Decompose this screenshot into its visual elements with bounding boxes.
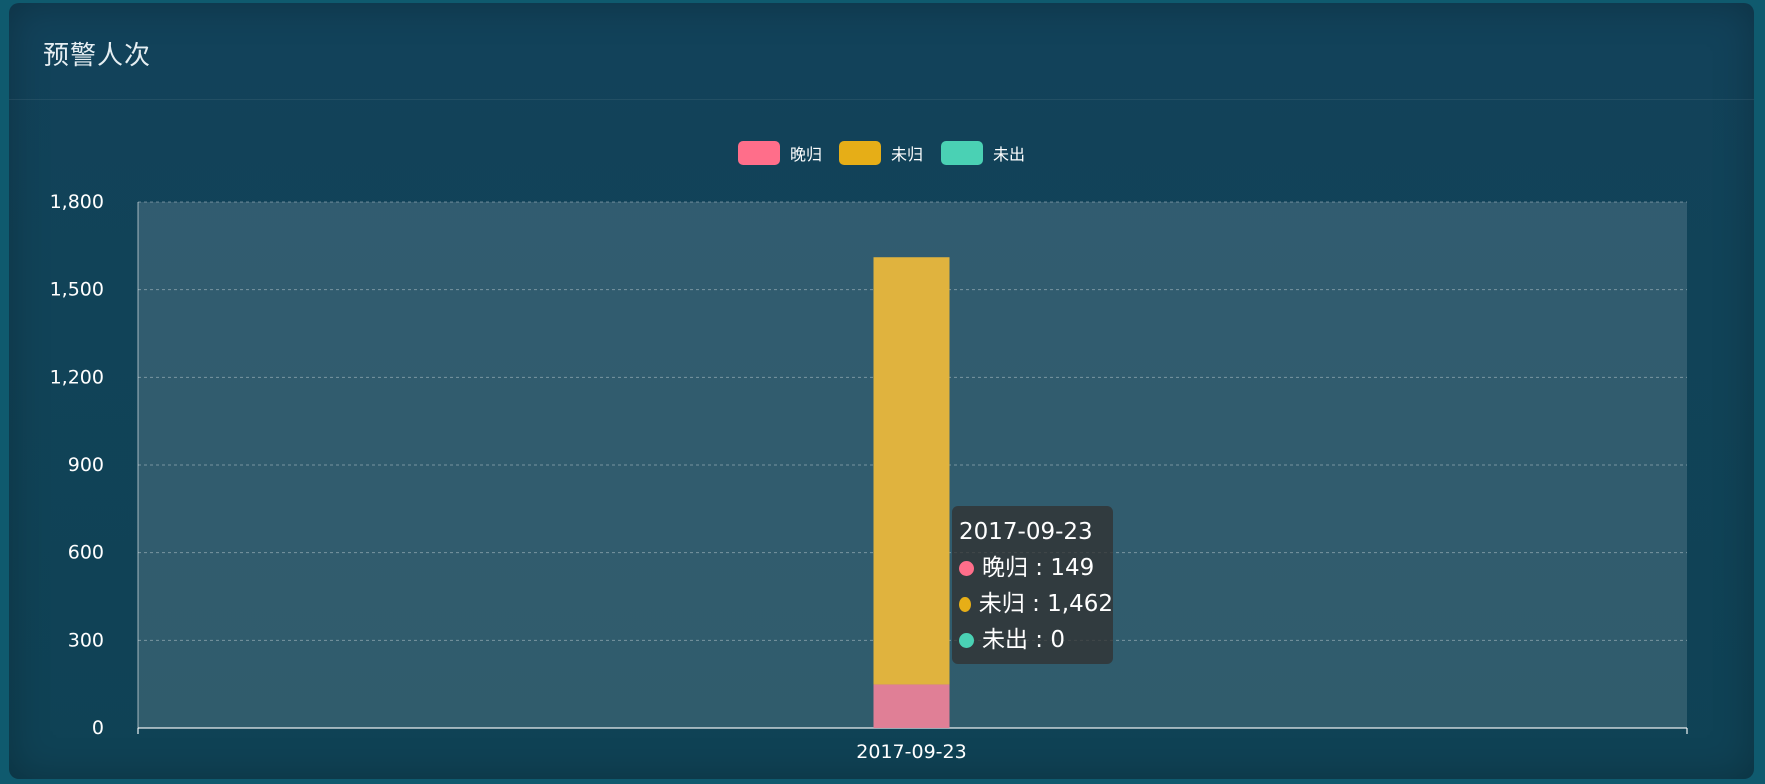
legend-swatch	[839, 141, 881, 165]
data-tooltip: 2017-09-23 晚归 : 149 未归 : 1,462 未出 : 0	[952, 506, 1113, 664]
y-tick-label: 300	[68, 629, 104, 651]
bar-segment-2	[873, 257, 950, 685]
bar-segment-1	[873, 684, 950, 728]
legend-swatch	[941, 141, 983, 165]
chart-legend: 晚归 未归 未出	[0, 140, 1765, 166]
x-tick-label: 2017-09-23	[856, 741, 966, 763]
tooltip-sep: :	[1028, 627, 1051, 653]
legend-swatch	[738, 141, 780, 165]
legend-label: 晚归	[790, 145, 823, 164]
legend-item-late-return[interactable]: 晚归	[738, 140, 822, 166]
tooltip-sep: :	[1024, 591, 1048, 617]
legend-item-not-returned[interactable]: 未归	[839, 140, 923, 166]
tooltip-value: 1,462	[1047, 591, 1113, 617]
panel-header: 预警人次	[9, 3, 1754, 100]
y-tick-label: 0	[92, 717, 104, 739]
legend-item-not-out[interactable]: 未出	[941, 140, 1025, 166]
tooltip-row: 未归 : 1,462	[959, 586, 1113, 622]
y-tick-label: 1,200	[50, 366, 104, 388]
tooltip-dot	[959, 596, 971, 612]
tooltip-label: 未出	[982, 627, 1028, 653]
tooltip-dot	[959, 632, 974, 648]
tooltip-title: 2017-09-23	[959, 519, 1093, 545]
y-tick-label: 1,500	[50, 279, 104, 301]
tooltip-label: 未归	[978, 591, 1025, 617]
tooltip-row: 未出 : 0	[959, 622, 1113, 658]
tooltip-row: 晚归 : 149	[959, 550, 1113, 586]
tooltip-label: 晚归	[982, 555, 1028, 581]
tooltip-value: 149	[1050, 555, 1095, 581]
legend-label: 未出	[993, 145, 1026, 164]
y-tick-label: 900	[68, 454, 104, 476]
y-tick-label: 1,800	[50, 191, 104, 213]
panel-title: 预警人次	[43, 41, 152, 71]
tooltip-value: 0	[1050, 627, 1066, 653]
tooltip-dot	[959, 560, 974, 576]
legend-label: 未归	[891, 145, 924, 164]
tooltip-sep: :	[1028, 555, 1051, 581]
y-tick-label: 600	[68, 542, 104, 564]
